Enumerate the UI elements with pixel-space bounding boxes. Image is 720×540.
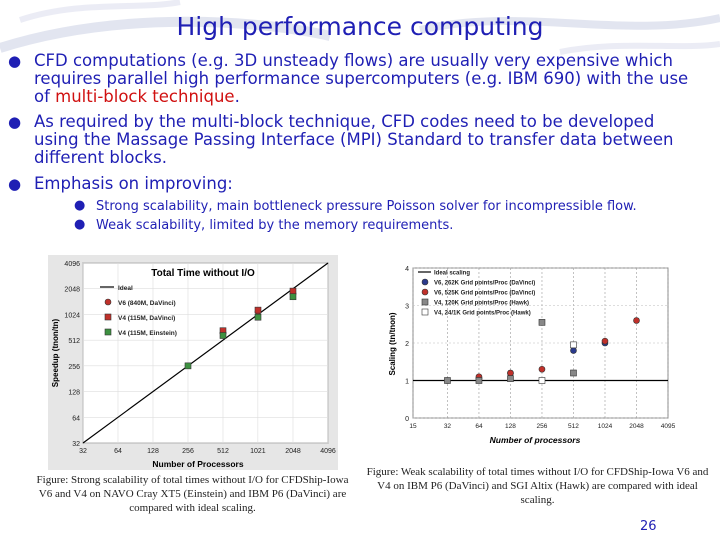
right-y-tick-label: 1 [405, 379, 409, 386]
right-x-tick-label: 1024 [598, 423, 613, 430]
legend-label: V6, 525K Grid points/Proc (DaVinci) [434, 291, 535, 297]
legend-label: V4, 24/1K Grid points/Proc (Hawk) [434, 311, 531, 317]
weak-scalability-chart: 15 32 64 128 256 512 1024 2048 4095 0 1 2 3 4 Number … [385, 258, 675, 448]
left-x-tick-label: 1021 [250, 448, 266, 455]
left-data-point [254, 306, 262, 314]
right-data-point [570, 341, 577, 349]
right-y-tick-label: 0 [405, 416, 409, 423]
left-y-tick-label: 1024 [64, 312, 80, 319]
right-data-point [444, 377, 451, 384]
legend-label: V6, 262K Grid points/Proc (DaVinci) [434, 281, 535, 287]
right-data-point [570, 347, 577, 354]
right-x-tick-label: 15 [409, 423, 417, 430]
right-x-tick-label: 64 [475, 423, 483, 430]
right-x-tick-label: 32 [444, 423, 452, 430]
subbullet-2: ● Weak scalability, limited by the memor… [74, 217, 454, 233]
left-y-tick-label: 128 [68, 390, 80, 397]
right-data-point [475, 377, 483, 384]
subbullet-1-text: Strong scalability, main bottleneck pres… [96, 199, 637, 214]
legend-swatch [104, 298, 112, 306]
bullet-3-text: Emphasis on improving: [34, 174, 233, 193]
right-x-tick-label: 4095 [661, 423, 675, 430]
legend-swatch [421, 298, 429, 306]
right-data-point [507, 375, 514, 382]
legend-swatch [421, 308, 429, 316]
right-y-tick-label: 2 [405, 341, 409, 348]
right-x-tick-label: 2048 [629, 423, 644, 430]
left-data-point [219, 332, 227, 339]
right-y-tick-label: 4 [405, 266, 409, 273]
left-chart-title: Total Time without I/O [151, 268, 255, 279]
right-x-tick-label: 256 [537, 423, 548, 430]
bullet-1: ● CFD computations (e.g. 3D unsteady flo… [8, 51, 704, 106]
bullet-1-text: CFD computations (e.g. 3D unsteady flows… [34, 51, 689, 106]
left-data-point [184, 362, 192, 370]
left-x-tick-label: 512 [217, 448, 229, 455]
bullet-dot-icon: ● [8, 113, 22, 131]
left-x-tick-label: 32 [79, 448, 87, 455]
right-data-point [601, 337, 609, 345]
bullet-dot-icon: ● [8, 52, 22, 70]
left-y-tick-label: 2048 [64, 287, 80, 294]
legend-swatch [104, 313, 112, 321]
bullet-2: ● As required by the multi-block techniq… [8, 112, 704, 167]
left-chart-xlabel: Number of Processors [152, 459, 243, 469]
right-data-point [633, 317, 640, 324]
header-swoosh-decoration [0, 0, 720, 55]
right-chart-xlabel: Number of processors [490, 435, 581, 445]
left-y-tick-label: 32 [72, 441, 80, 448]
subbullet-dot-icon: ● [74, 198, 86, 213]
left-x-tick-label: 64 [114, 448, 122, 455]
right-chart-ylabel: Scaling (tn/tnon) [388, 312, 397, 375]
subbullet-1: ● Strong scalability, main bottleneck pr… [74, 198, 637, 214]
right-data-point [538, 365, 546, 373]
legend-label: V4 (115M, Einstein) [118, 330, 177, 337]
page-number: 26 [640, 519, 657, 534]
legend-label: V4 (115M, DaVinci) [118, 315, 175, 322]
slide-title: High performance computing [176, 12, 544, 41]
right-data-point [538, 377, 546, 384]
subbullet-dot-icon: ● [74, 217, 86, 232]
strong-scalability-chart: 32 64 128 256 512 1021 2048 4096 32 64 128 256 512 10… [48, 255, 338, 470]
legend-swatch [421, 288, 429, 296]
right-data-point [570, 369, 577, 377]
legend-label: V4, 120K Grid points/Proc (Hawk) [434, 301, 529, 307]
subbullet-2-text: Weak scalability, limited by the memory … [96, 218, 454, 233]
legend-label: Ideal [118, 285, 133, 292]
left-data-point [289, 293, 297, 301]
left-x-tick-label: 4096 [320, 448, 336, 455]
bullet-2-text: As required by the multi-block technique… [34, 112, 674, 167]
ideal-line [82, 262, 329, 444]
legend-label: Ideal scaling [434, 271, 470, 277]
left-y-tick-label: 4096 [64, 261, 80, 268]
right-data-point [538, 319, 546, 326]
legend-swatch [104, 328, 112, 336]
left-x-tick-label: 2048 [285, 448, 301, 455]
left-y-tick-label: 64 [72, 415, 80, 422]
right-y-tick-label: 3 [405, 304, 409, 311]
left-x-tick-label: 128 [147, 448, 159, 455]
left-y-tick-label: 256 [68, 364, 80, 371]
legend-swatch [421, 278, 429, 286]
left-figure-caption: Figure: Strong scalability of total time… [36, 474, 349, 514]
bullet-3: ● Emphasis on improving: [8, 174, 704, 194]
left-chart-ylabel: Speedup (tnon/tn) [51, 318, 60, 387]
left-x-tick-label: 256 [182, 448, 194, 455]
right-data-point [507, 369, 514, 377]
left-data-point [289, 287, 297, 295]
right-x-tick-label: 128 [505, 423, 516, 430]
legend-label: V6 (840M, DaVinci) [118, 300, 176, 307]
bullet-1-highlight: multi-block technique [55, 87, 235, 106]
right-figure-caption: Figure: Weak scalability of total times … [366, 466, 709, 506]
bullet-dot-icon: ● [8, 175, 22, 193]
bullet-1-end: . [234, 87, 240, 106]
right-x-tick-label: 512 [568, 423, 579, 430]
left-data-point [254, 313, 262, 321]
left-y-tick-label: 512 [68, 338, 80, 345]
